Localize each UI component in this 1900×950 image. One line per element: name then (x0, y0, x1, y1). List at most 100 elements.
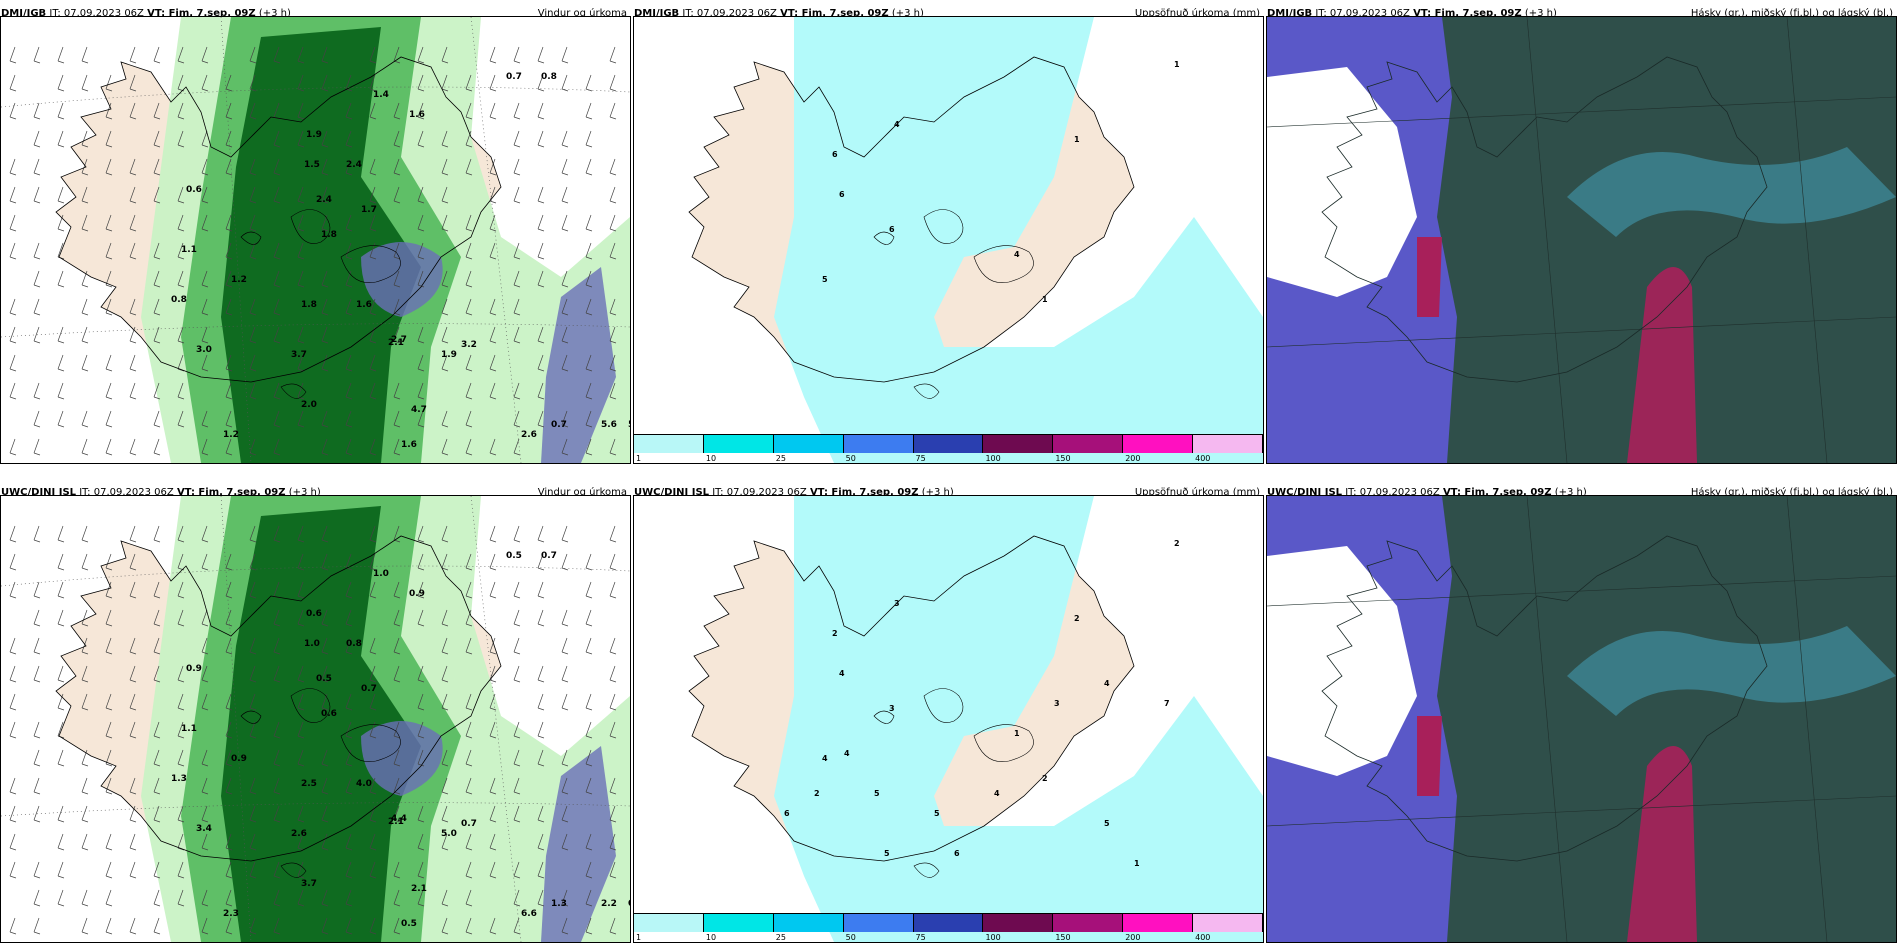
map-frame[interactable] (1266, 16, 1897, 464)
colorbar-tick: 100 (985, 933, 1001, 942)
glacier-outline (240, 231, 262, 245)
precip-value: 0.7 (506, 72, 522, 82)
glacier-outline (973, 245, 1034, 284)
map-frame[interactable]: 1 4 6 6 6 5 1 4 1 1 10 25 50 75 100 150 200 400 (633, 16, 1264, 464)
precip-value: 4.7 (411, 405, 427, 415)
accum-area (774, 496, 1263, 942)
glacier-outline (913, 862, 940, 878)
accum-labels: 1 4 6 6 6 5 1 4 1 (822, 60, 1180, 304)
glacier-outline (240, 710, 262, 724)
accum-value: 1 (1134, 859, 1140, 868)
precip-value: 2.7 (391, 335, 407, 345)
precip-value: 1.4 (373, 90, 389, 100)
colorbar-tick: 150 (1055, 454, 1071, 463)
precip-value: 1.3 (551, 899, 567, 909)
glacier-outline (340, 245, 401, 284)
accum-labels: 2 3 2 4 3 4 2 1 2 4 4 5 5 6 5 2 6 3 4 7 5 1 (784, 539, 1180, 868)
precip-value: 5.1 (628, 420, 630, 430)
model-name: DMI/IGB (634, 8, 680, 19)
precip-value: 0.5 (401, 919, 417, 929)
colorbar-segment (1123, 914, 1194, 932)
precip-value: 3.7 (301, 879, 317, 889)
colorbar-segment (983, 914, 1054, 932)
precip-labels: 0.7 0.8 1.4 1.6 1.9 1.5 2.4 0.6 2.4 1.7 1.8 1.1 1.2 0… (171, 72, 630, 450)
accum-value: 4 (839, 669, 845, 678)
panel-dmi-accum: DMI/IGB IT: 07.09.2023 06Z VT: Fim. 7.se… (633, 0, 1264, 464)
panel-title: Uppsöfnuð úrkoma (mm) (1134, 8, 1260, 19)
colorbar-tick: 10 (705, 933, 717, 942)
accum-value: 4 (844, 749, 850, 758)
map-frame[interactable]: 0.5 0.7 1.0 0.9 0.6 1.0 0.8 0.9 0.5 0.7 0.6 1.1 0.9 1… (0, 495, 631, 943)
model-name: DMI/IGB (1267, 8, 1313, 19)
glacier-outline (973, 724, 1034, 763)
colorbar-tick: 400 (1195, 933, 1211, 942)
colorbar-tick: 25 (775, 933, 786, 942)
map-frame[interactable] (1266, 495, 1897, 943)
precip-value: 0.7 (461, 819, 477, 829)
precip-value: 3.2 (461, 340, 477, 350)
panel-uwc-wind: UWC/DINI ISL IT: 07.09.2023 06Z VT: Fim.… (0, 479, 631, 943)
accum-value: 3 (894, 599, 900, 608)
colorbar-tick: 100 (985, 454, 1001, 463)
precip-value: 1.6 (401, 440, 417, 450)
precip-core-east (541, 267, 616, 463)
accum-value: 1 (1074, 135, 1080, 144)
wind-barbs (9, 525, 617, 935)
precip-value: 2.5 (301, 779, 317, 789)
valid-time: VT: Fim. 7.sep. 09Z (809, 487, 919, 498)
glacier-outline (290, 688, 331, 723)
accum-value: 2 (1174, 539, 1180, 548)
glacier-outline (923, 688, 964, 723)
precip-core (361, 242, 443, 317)
precip-value: 2.4 (316, 195, 332, 205)
glacier-outline (923, 209, 964, 244)
colorbar-tick: 1 (636, 454, 642, 463)
precip-labels: 0.5 0.7 1.0 0.9 0.6 1.0 0.8 0.9 0.5 0.7 0.6 1.1 0.9 1… (171, 551, 630, 929)
precip-value: 1.3 (171, 774, 187, 784)
accum-value: 5 (874, 789, 880, 798)
wind-barbs (9, 46, 617, 456)
precip-value: 1.7 (361, 205, 377, 215)
colorbar-segment (634, 914, 704, 932)
model-name: UWC/DINI ISL (1267, 487, 1343, 498)
accum-value: 3 (1054, 699, 1060, 708)
colorbar-segment (1193, 435, 1263, 453)
valid-time: VT: Fim. 7.sep. 09Z (176, 487, 286, 498)
map-frame[interactable]: 0.7 0.8 1.4 1.6 1.9 1.5 2.4 0.6 2.4 1.7 1.8 1.1 1.2 0… (0, 16, 631, 464)
high-cloud-band (1417, 716, 1442, 796)
colorbar-segment (1123, 435, 1194, 453)
init-time: IT: 07.09.2023 06Z (1345, 487, 1440, 498)
accum-value: 1 (1174, 60, 1180, 69)
coastline-iceland (55, 535, 502, 862)
colorbar-tick: 400 (1195, 454, 1211, 463)
glacier-outline (873, 231, 895, 245)
precip-value: 1.9 (306, 130, 322, 140)
colorbar-tick: 1 (636, 933, 642, 942)
precip-value: 0.8 (346, 639, 362, 649)
accum-value: 1 (1042, 295, 1048, 304)
glacier-outline (873, 710, 895, 724)
precip-value: 0.6 (321, 709, 337, 719)
precip-value: 3.0 (196, 345, 212, 355)
glacier-outline (280, 862, 307, 878)
graticule (1, 496, 630, 942)
colorbar-segment (843, 914, 914, 932)
colorbar-tick: 200 (1125, 454, 1141, 463)
precip-value: 3.4 (196, 824, 212, 834)
precip-value: 2.2 (601, 899, 617, 909)
model-name: DMI/IGB (1, 8, 47, 19)
precip-value: 0.7 (551, 420, 567, 430)
precip-value: 2.1 (388, 817, 404, 827)
glacier-outline (280, 383, 307, 399)
precip-value: 1.8 (301, 300, 317, 310)
valid-time: VT: Fim. 7.sep. 09Z (147, 8, 256, 19)
precip-value: 1.1 (181, 245, 197, 255)
precip-value: 1.1 (181, 724, 197, 734)
graticule (1267, 17, 1896, 463)
accum-value: 6 (839, 190, 845, 199)
colorbar-tick: 150 (1055, 933, 1071, 942)
precip-value: 1.8 (321, 230, 337, 240)
precip-value: 0.9 (186, 664, 202, 674)
accum-value: 7 (1164, 699, 1170, 708)
